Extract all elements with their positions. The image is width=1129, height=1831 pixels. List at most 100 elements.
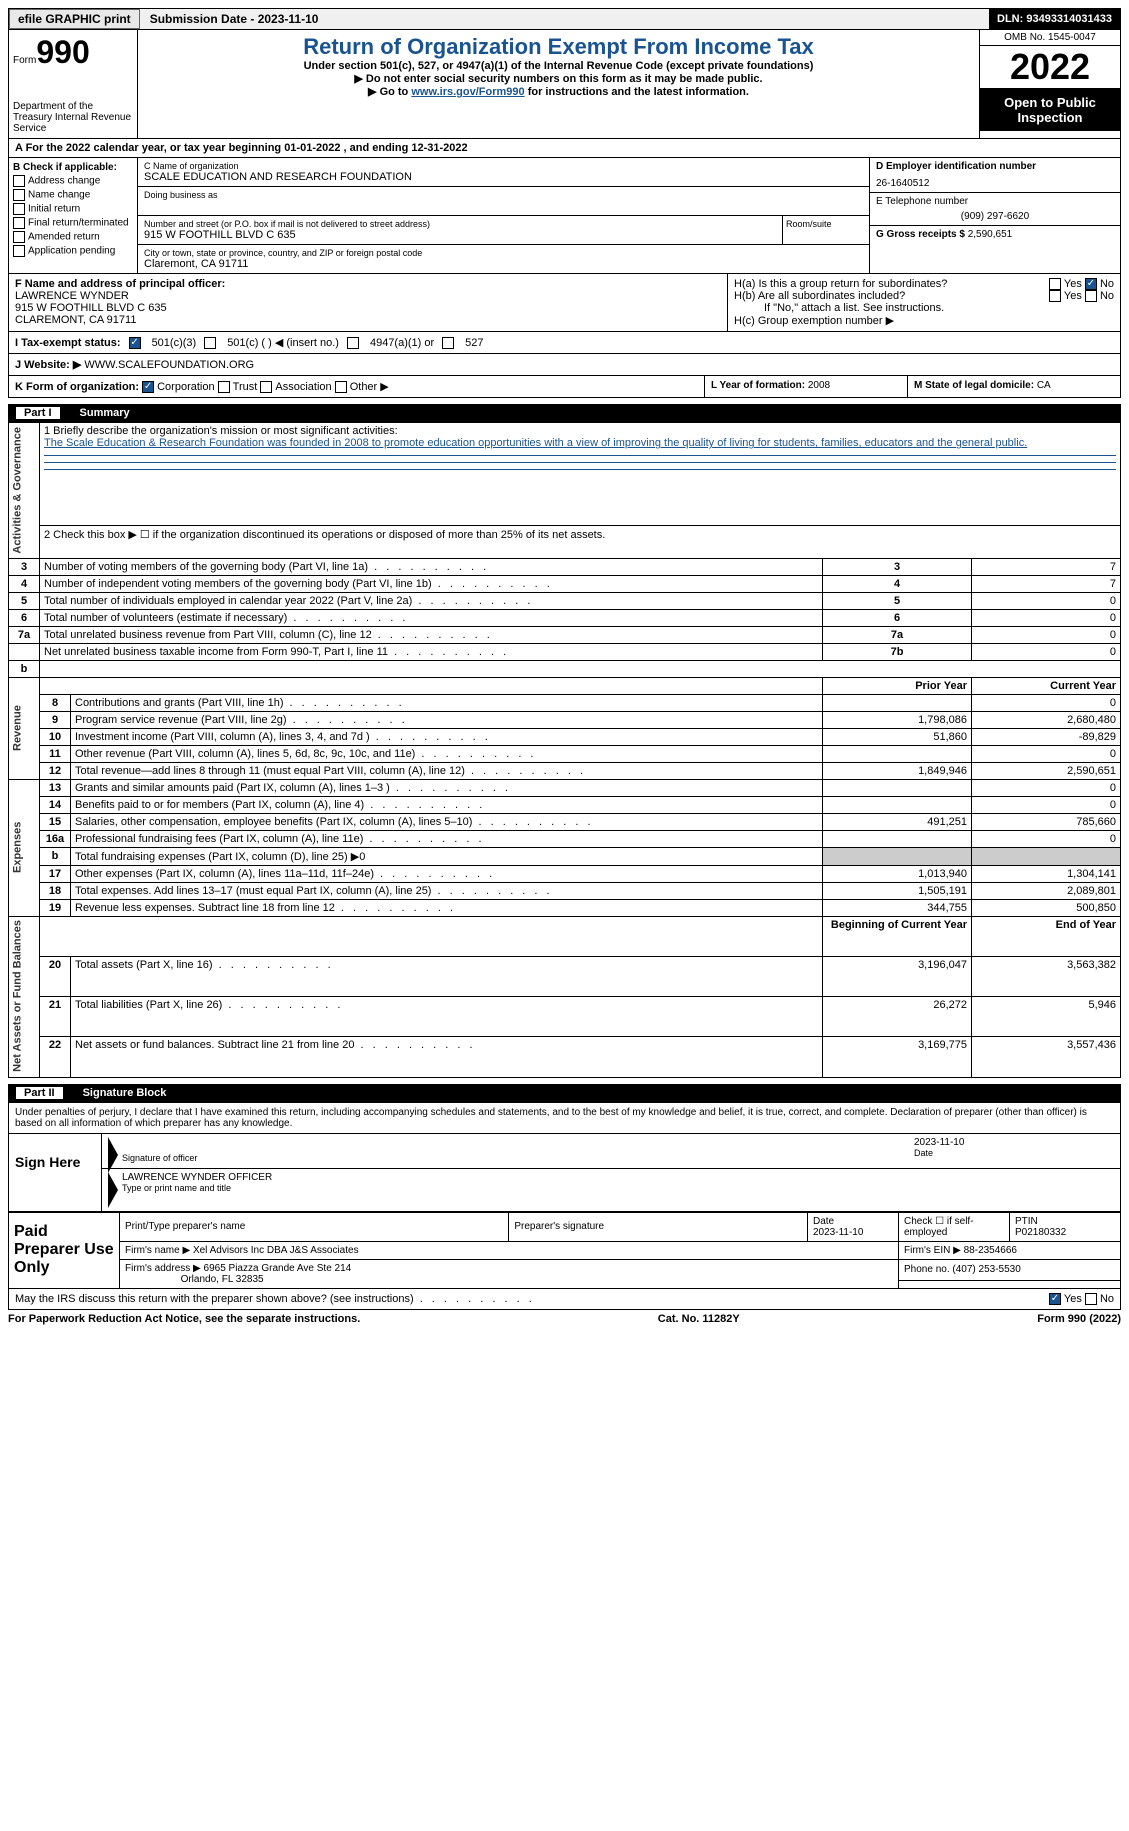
officer-name: LAWRENCE WYNDER — [15, 290, 129, 302]
hb-yes[interactable] — [1049, 290, 1061, 302]
addr-label: Number and street (or P.O. box if mail i… — [144, 219, 776, 229]
ptin-value: P02180332 — [1015, 1227, 1066, 1238]
line-text: Program service revenue (Part VIII, line… — [71, 711, 823, 728]
check-amended[interactable] — [13, 231, 25, 243]
check-501c3[interactable] — [129, 337, 141, 349]
line-num: 17 — [40, 865, 71, 882]
year-form-label: L Year of formation: — [711, 380, 805, 391]
line-value: 0 — [972, 609, 1121, 626]
discuss-no[interactable] — [1085, 1293, 1097, 1305]
current-val: 785,660 — [972, 813, 1121, 830]
phone-label: E Telephone number — [876, 196, 968, 207]
ha-yes[interactable] — [1049, 278, 1061, 290]
website-value: WWW.SCALEFOUNDATION.ORG — [84, 359, 254, 371]
irs-link[interactable]: www.irs.gov/Form990 — [411, 86, 524, 98]
opt-corp: Corporation — [157, 381, 214, 393]
discuss-yes[interactable] — [1049, 1293, 1061, 1305]
discuss-row: May the IRS discuss this return with the… — [8, 1289, 1121, 1310]
line-text: Contributions and grants (Part VIII, lin… — [71, 694, 823, 711]
line-b: b — [9, 660, 40, 677]
box-f: F Name and address of principal officer:… — [9, 274, 727, 331]
current-val: 500,850 — [972, 899, 1121, 916]
prep-phone-label: Phone no. — [904, 1264, 950, 1275]
line-text: Grants and similar amounts paid (Part IX… — [71, 779, 823, 796]
line-num: 12 — [40, 762, 71, 779]
line-text: Total number of volunteers (estimate if … — [40, 609, 823, 626]
prior-val — [823, 779, 972, 796]
ein-value: 26-1640512 — [876, 178, 1114, 189]
firm-name: Xel Advisors Inc DBA J&S Associates — [193, 1245, 359, 1256]
box-b: B Check if applicable: Address change Na… — [9, 158, 138, 273]
opt-501c: 501(c) ( ) ◀ (insert no.) — [227, 336, 339, 349]
check-527[interactable] — [442, 337, 454, 349]
city-value: Claremont, CA 91711 — [144, 258, 863, 270]
signature-section: Under penalties of perjury, I declare th… — [8, 1102, 1121, 1212]
dept-label: Department of the Treasury Internal Reve… — [13, 101, 133, 134]
vlabel-exp: Expenses — [9, 779, 40, 916]
check-4947[interactable] — [347, 337, 359, 349]
org-name-label: C Name of organization — [144, 161, 863, 171]
check-pending[interactable] — [13, 245, 25, 257]
domicile-label: M State of legal domicile: — [914, 380, 1034, 391]
line-text: Total unrelated business revenue from Pa… — [40, 626, 823, 643]
sig-officer-label: Signature of officer — [122, 1153, 914, 1163]
box-b-title: B Check if applicable: — [13, 162, 117, 173]
opt-address: Address change — [28, 176, 100, 187]
current-val: 0 — [972, 694, 1121, 711]
current-val: 0 — [972, 779, 1121, 796]
section-fh: F Name and address of principal officer:… — [8, 274, 1121, 332]
check-final[interactable] — [13, 217, 25, 229]
part1-num: Part I — [16, 407, 60, 419]
efile-print-button[interactable]: efile GRAPHIC print — [9, 9, 140, 29]
line-num: 22 — [40, 1037, 71, 1077]
line-text: Net assets or fund balances. Subtract li… — [71, 1037, 823, 1077]
check-address[interactable] — [13, 175, 25, 187]
prior-val — [823, 694, 972, 711]
top-toolbar: efile GRAPHIC print Submission Date - 20… — [8, 8, 1121, 30]
check-assoc[interactable] — [260, 381, 272, 393]
opt-4947: 4947(a)(1) or — [370, 337, 434, 349]
hb-label: H(b) Are all subordinates included? — [734, 290, 905, 302]
year-box: OMB No. 1545-0047 2022 Open to Public In… — [979, 30, 1120, 138]
mission-text: The Scale Education & Research Foundatio… — [44, 437, 1027, 449]
check-name[interactable] — [13, 189, 25, 201]
check-501c[interactable] — [204, 337, 216, 349]
part1-header: Part I Summary — [8, 404, 1121, 422]
box-m: M State of legal domicile: CA — [907, 376, 1120, 397]
part1-title: Summary — [80, 407, 130, 419]
line-value: 7 — [972, 575, 1121, 592]
form-org-label: K Form of organization: — [15, 381, 139, 393]
line-box: 4 — [823, 575, 972, 592]
row-klm: K Form of organization: Corporation Trus… — [8, 376, 1121, 398]
line-value: 0 — [972, 626, 1121, 643]
prep-phone: (407) 253-5530 — [952, 1264, 1020, 1275]
begin-val: 26,272 — [823, 997, 972, 1037]
line-num: 21 — [40, 997, 71, 1037]
discuss-no-label: No — [1100, 1293, 1114, 1305]
line-num: 16a — [40, 830, 71, 847]
gross-value: 2,590,651 — [968, 229, 1013, 240]
check-other[interactable] — [335, 381, 347, 393]
line-num: 5 — [9, 592, 40, 609]
box-l: L Year of formation: 2008 — [704, 376, 907, 397]
line-box: 7b — [823, 643, 972, 660]
prep-date: 2023-11-10 — [813, 1227, 863, 1238]
check-trust[interactable] — [218, 381, 230, 393]
yes1: Yes — [1064, 278, 1082, 290]
prior-hdr: Prior Year — [823, 677, 972, 694]
prior-val: 1,013,940 — [823, 865, 972, 882]
no1: No — [1100, 278, 1114, 290]
box-k: K Form of organization: Corporation Trus… — [9, 376, 704, 397]
box-d: D Employer identification number 26-1640… — [869, 158, 1120, 273]
current-val: 0 — [972, 796, 1121, 813]
line-text: Total number of individuals employed in … — [40, 592, 823, 609]
check-initial[interactable] — [13, 203, 25, 215]
ha-label: H(a) Is this a group return for subordin… — [734, 278, 947, 290]
box-c: C Name of organization SCALE EDUCATION A… — [138, 158, 869, 273]
begin-val: 3,169,775 — [823, 1037, 972, 1077]
check-corp[interactable] — [142, 381, 154, 393]
ha-no[interactable] — [1085, 278, 1097, 290]
opt-pending: Application pending — [28, 246, 115, 257]
title-box: Return of Organization Exempt From Incom… — [138, 30, 979, 138]
hb-no[interactable] — [1085, 290, 1097, 302]
